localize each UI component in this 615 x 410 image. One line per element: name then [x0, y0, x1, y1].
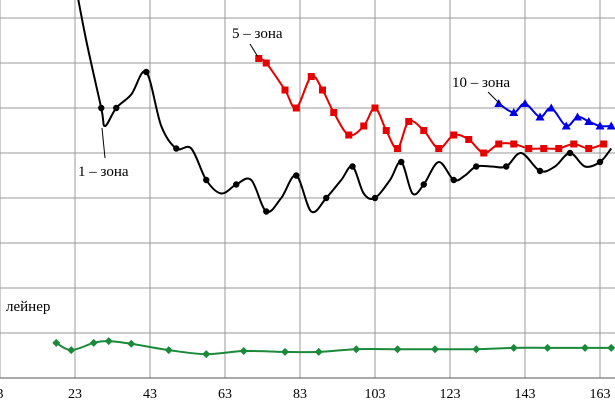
series-label: 1 – зона — [78, 164, 129, 180]
point — [281, 86, 289, 94]
point — [173, 145, 180, 152]
point — [323, 194, 330, 202]
point — [371, 194, 379, 202]
point — [536, 167, 544, 175]
series-label: лейнер — [6, 299, 50, 315]
point — [435, 145, 443, 152]
point — [420, 181, 427, 188]
x-tick-label: 63 — [218, 387, 232, 402]
point — [382, 127, 390, 134]
point — [570, 140, 578, 148]
point — [292, 104, 300, 112]
point — [113, 104, 120, 112]
x-tick-label: 43 — [143, 387, 157, 402]
x-tick-label: 143 — [515, 387, 536, 402]
point — [584, 117, 594, 125]
series-line — [498, 102, 612, 128]
point — [525, 145, 533, 152]
point — [465, 136, 473, 143]
point — [540, 145, 548, 152]
point — [450, 176, 457, 184]
leader-line — [487, 91, 501, 105]
point — [535, 112, 545, 121]
x-tick-label: 83 — [293, 387, 307, 402]
point — [89, 338, 98, 347]
x-tick-label: 3 — [0, 387, 4, 402]
point — [164, 346, 173, 355]
point — [555, 145, 563, 152]
point — [352, 345, 361, 354]
series-line — [55, 340, 612, 356]
point — [472, 345, 481, 354]
point — [543, 343, 552, 352]
x-tick-label: 103 — [365, 387, 386, 402]
x-tick-label: 23 — [68, 387, 82, 402]
x-tick-label: 163 — [590, 387, 611, 402]
point — [233, 181, 240, 188]
point — [314, 347, 323, 356]
point — [330, 109, 338, 116]
point — [307, 73, 315, 80]
point — [566, 149, 574, 157]
point — [561, 121, 571, 130]
point — [431, 345, 439, 354]
point — [600, 140, 608, 148]
point — [127, 339, 136, 348]
point — [360, 122, 368, 130]
series-line — [77, 0, 613, 214]
point — [202, 350, 211, 359]
point — [606, 121, 615, 130]
point — [509, 108, 519, 116]
point — [509, 343, 518, 352]
point — [595, 121, 605, 130]
point — [520, 99, 530, 107]
point — [607, 343, 615, 352]
point — [143, 68, 150, 76]
point — [371, 104, 379, 112]
point — [510, 140, 518, 148]
point — [473, 163, 480, 170]
point — [581, 343, 589, 352]
point — [420, 127, 428, 134]
point — [98, 104, 105, 112]
point — [203, 176, 210, 184]
point — [345, 131, 353, 139]
point — [450, 131, 458, 139]
leader-line — [249, 43, 259, 58]
point — [585, 145, 593, 152]
point — [393, 345, 402, 354]
leader-line — [101, 127, 106, 159]
point — [480, 149, 488, 157]
x-tick-label: 123 — [440, 387, 461, 402]
point — [263, 208, 270, 215]
point — [503, 163, 510, 170]
point — [52, 338, 61, 347]
point — [573, 112, 582, 121]
point — [596, 158, 604, 166]
point — [394, 145, 401, 152]
point — [293, 172, 300, 179]
point — [255, 55, 263, 62]
point — [281, 347, 289, 356]
point — [319, 86, 326, 94]
point — [67, 346, 76, 355]
point — [546, 103, 556, 112]
series-label: 10 – зона — [452, 75, 510, 91]
point — [405, 118, 413, 125]
series-label: 5 – зона — [232, 26, 283, 42]
plot — [52, 0, 615, 359]
point — [104, 337, 113, 346]
point — [239, 347, 248, 355]
point — [495, 140, 503, 148]
point — [398, 158, 405, 166]
point — [262, 59, 270, 67]
point — [349, 163, 356, 170]
